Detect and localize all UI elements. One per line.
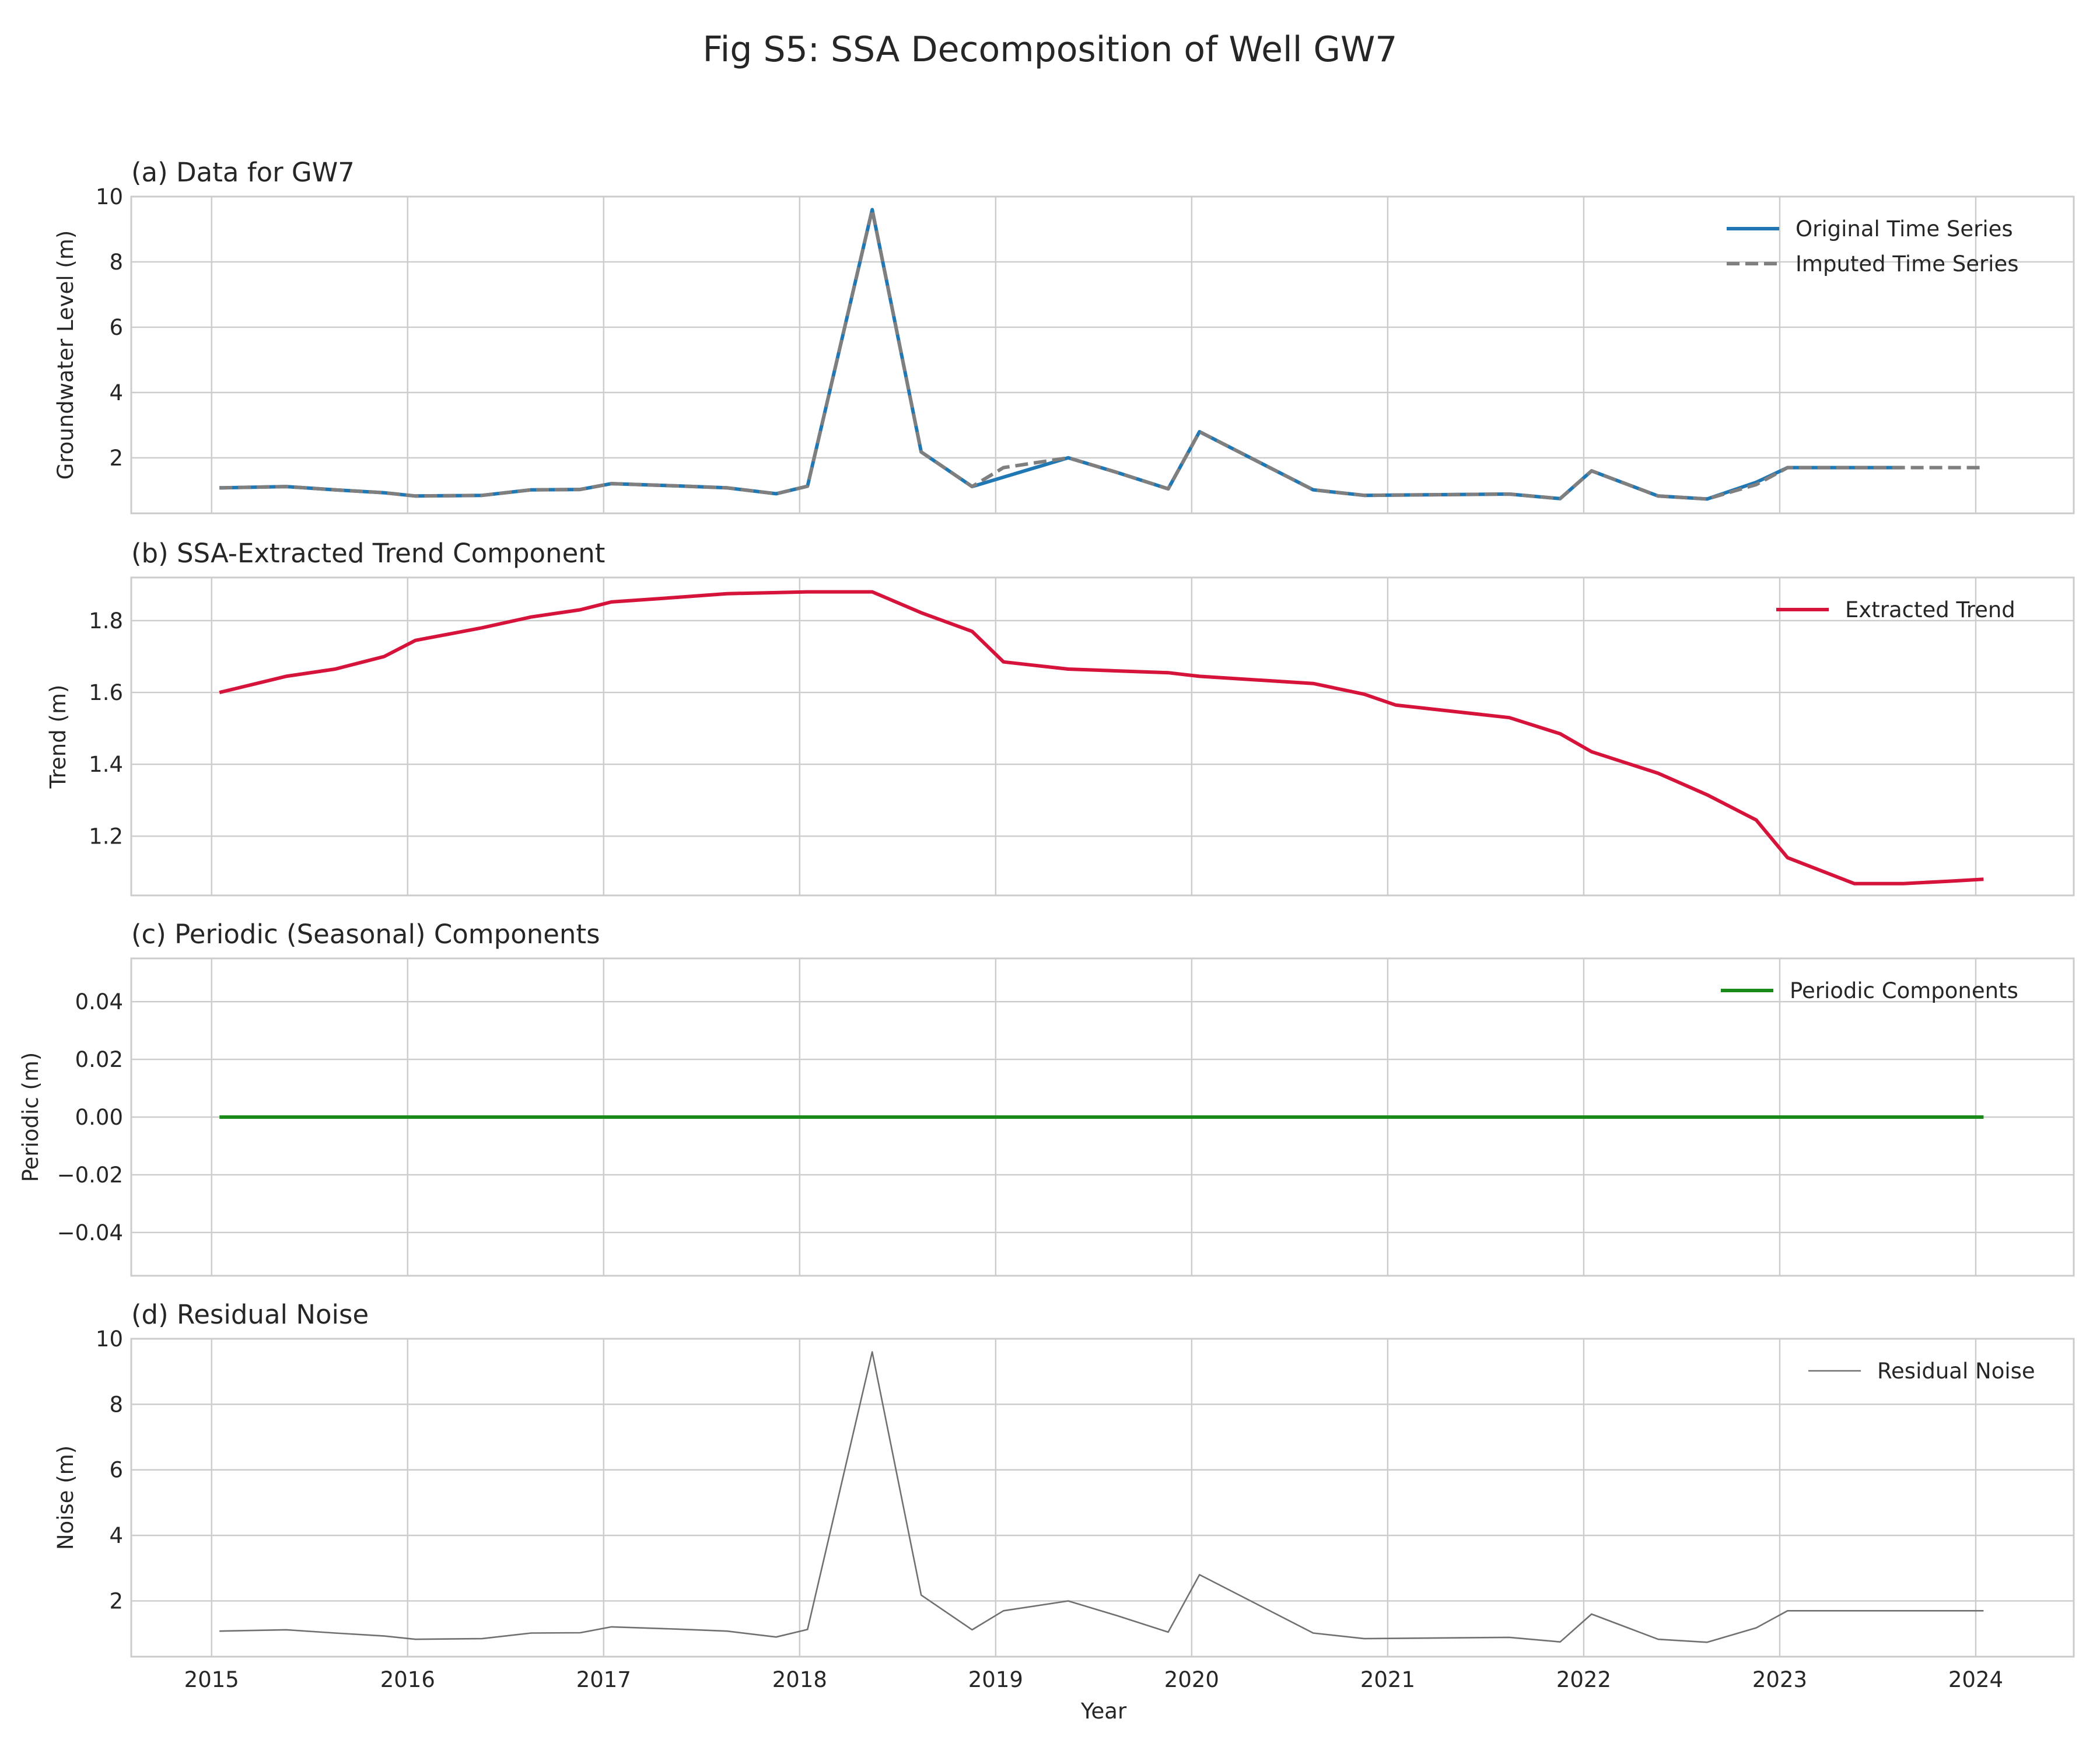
- y-axis-label: Groundwater Level (m): [53, 230, 78, 480]
- panel-title: (b) SSA-Extracted Trend Component: [131, 538, 605, 569]
- y-tick-label: 8: [109, 1392, 123, 1417]
- axes-frame: [130, 1338, 2075, 1658]
- legend-label: Original Time Series: [1796, 216, 2013, 242]
- y-tick-label: 6: [109, 315, 123, 340]
- y-tick-label: 1.2: [89, 824, 123, 849]
- axes-frame: [130, 576, 2075, 897]
- y-tick-label: 10: [96, 184, 123, 209]
- y-tick-label: 0.00: [75, 1105, 123, 1130]
- y-tick-label: 4: [109, 1523, 123, 1548]
- series-line-residual-noise: [219, 1351, 1984, 1643]
- legend-label: Extracted Trend: [1845, 597, 2015, 622]
- y-tick-label: 1.6: [89, 680, 123, 705]
- panel-title: (c) Periodic (Seasonal) Components: [131, 919, 600, 950]
- y-axis-label: Noise (m): [53, 1446, 78, 1550]
- y-axis-label: Trend (m): [46, 685, 71, 789]
- y-tick-label: 0.02: [75, 1047, 123, 1072]
- legend-label: Residual Noise: [1877, 1359, 2035, 1384]
- panel-2: 1.2 1.4 1.6 1.8 (b) SSA-Extracted Trend Comp…: [46, 538, 2075, 897]
- x-tick-label: 2015: [184, 1667, 239, 1692]
- y-tick-label: 1.8: [89, 608, 123, 634]
- axes-frame: [130, 957, 2075, 1277]
- legend: Residual Noise: [1808, 1359, 2035, 1384]
- x-tick-label: 2018: [772, 1667, 827, 1692]
- y-tick-label: 0.04: [75, 989, 123, 1014]
- x-tick-label: 2023: [1752, 1667, 1807, 1692]
- y-tick-label: 8: [109, 250, 123, 275]
- legend: Original Time Series Imputed Time Series: [1727, 216, 2019, 276]
- panel-title: (d) Residual Noise: [131, 1299, 369, 1330]
- panel-4: 2 4 6 8 10 2015 2016 2017 2018 2019 2020 2021 2022 20…: [53, 1299, 2075, 1692]
- x-tick-label: 2024: [1948, 1667, 2003, 1692]
- panel-1: 2 4 6 8 10 (a) Data for GW7 Groundwater Level …: [53, 157, 2075, 514]
- y-tick-label: 2: [109, 1588, 123, 1614]
- y-tick-label: 2: [109, 446, 123, 471]
- panel-title: (a) Data for GW7: [131, 157, 355, 188]
- x-tick-label: 2022: [1556, 1667, 1611, 1692]
- x-tick-label: 2017: [576, 1667, 631, 1692]
- panels: 2 4 6 8 10 (a) Data for GW7 Groundwater Level …: [18, 157, 2075, 1692]
- panel-3: −0.04 −0.02 0.00 0.02 0.04 (c) Periodic (Seas…: [18, 919, 2075, 1277]
- legend: Extracted Trend: [1776, 597, 2015, 622]
- y-tick-label: 1.4: [89, 752, 123, 777]
- y-tick-label: 10: [96, 1326, 123, 1352]
- x-axis-label: Year: [1080, 1699, 1127, 1724]
- legend-label: Imputed Time Series: [1796, 251, 2019, 276]
- y-tick-label: −0.04: [57, 1220, 123, 1245]
- x-tick-label: 2019: [968, 1667, 1023, 1692]
- series-line-imputed-time-series: [219, 208, 1984, 501]
- y-tick-label: −0.02: [57, 1163, 123, 1188]
- legend-label: Periodic Components: [1790, 978, 2018, 1003]
- series-line-original-time-series: [219, 208, 1903, 501]
- y-tick-label: 6: [109, 1458, 123, 1483]
- axes-frame: [130, 195, 2075, 514]
- legend: Periodic Components: [1721, 978, 2018, 1003]
- x-tick-label: 2020: [1164, 1667, 1219, 1692]
- x-tick-label: 2016: [380, 1667, 435, 1692]
- series-line-extracted-trend: [219, 590, 1984, 886]
- y-tick-label: 4: [109, 380, 123, 405]
- y-axis-label: Periodic (m): [18, 1052, 43, 1182]
- x-tick-label: 2021: [1360, 1667, 1415, 1692]
- figure-title: Fig S5: SSA Decomposition of Well GW7: [703, 29, 1398, 70]
